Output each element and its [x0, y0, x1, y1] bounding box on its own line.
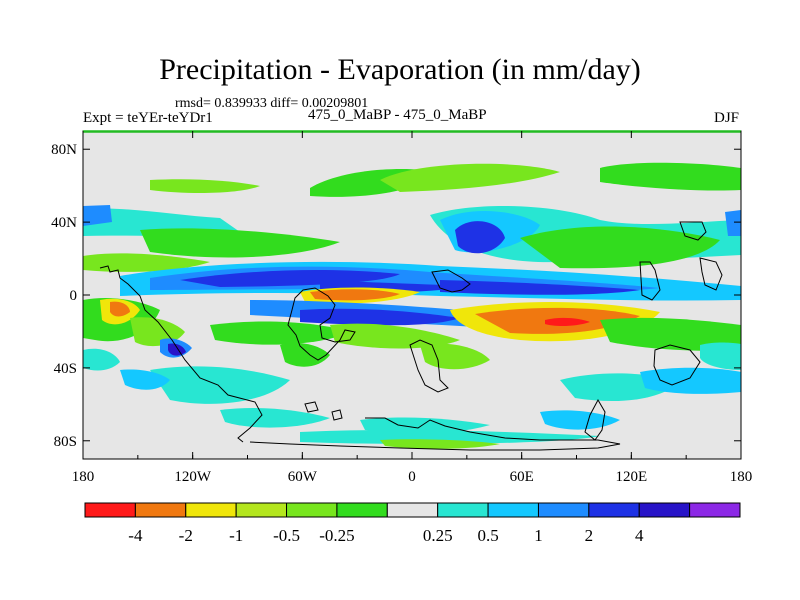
- y-tick-label: 80S: [54, 434, 77, 450]
- y-tick-label: 40S: [54, 361, 77, 377]
- colorbar-label: 4: [635, 526, 644, 545]
- x-tick-label: 60E: [510, 469, 534, 485]
- colorbar-swatch: [588, 502, 640, 518]
- stats-text: rmsd= 0.839933 diff= 0.00209801: [175, 96, 369, 111]
- colorbar-label: -4: [128, 526, 143, 545]
- colorbar-swatch: [336, 502, 388, 518]
- y-tick-label: 0: [70, 288, 78, 304]
- x-tick-label: 180: [730, 469, 753, 485]
- colorbar-swatch: [235, 502, 288, 518]
- colorbar-swatch: [537, 502, 590, 518]
- colorbar-label: 0.25: [423, 526, 453, 545]
- colorbar-swatch: [185, 502, 237, 518]
- field-layer: [83, 131, 741, 459]
- x-tick-label: 120W: [174, 469, 212, 485]
- run-comparison-label: 475_0_MaBP - 475_0_MaBP: [308, 107, 487, 123]
- coastline-layer: [99, 221, 723, 451]
- colorbar-swatch: [638, 502, 691, 518]
- colorbar-label: -0.5: [273, 526, 300, 545]
- colorbar-label: 1: [534, 526, 543, 545]
- x-tick-label: 60W: [288, 469, 318, 485]
- axis-ticks: 180 120W 60W 0 60E 120E 180 80N 40N 0 40S 80S: [51, 131, 752, 485]
- x-tick-label: 0: [408, 469, 416, 485]
- x-tick-label: 120E: [615, 469, 647, 485]
- colorbar-swatch: [286, 502, 338, 518]
- colorbar-swatch: [437, 502, 489, 518]
- y-tick-label: 40N: [51, 215, 77, 231]
- colorbar-swatch: [84, 502, 136, 518]
- x-tick-label: 180: [72, 469, 95, 485]
- experiment-label: Expt = teYEr-teYDr1: [83, 110, 213, 126]
- colorbar-label: -0.25: [319, 526, 354, 545]
- colorbar-label: 0.5: [477, 526, 498, 545]
- colorbar-swatch: [134, 502, 187, 518]
- map-title: Precipitation - Evaporation (in mm/day): [159, 53, 641, 86]
- season-label: DJF: [713, 110, 739, 126]
- colorbar-label: 2: [585, 526, 594, 545]
- colorbar-swatch: [386, 502, 439, 518]
- colorbar-swatch: [487, 502, 539, 518]
- colorbar-swatch: [689, 502, 741, 518]
- colorbar: -4 -2 -1 -0.5 -0.25 0.25 0.5 1 2 4: [84, 502, 741, 545]
- colorbar-label: -1: [229, 526, 243, 545]
- y-tick-label: 80N: [51, 142, 77, 158]
- colorbar-label: -2: [179, 526, 193, 545]
